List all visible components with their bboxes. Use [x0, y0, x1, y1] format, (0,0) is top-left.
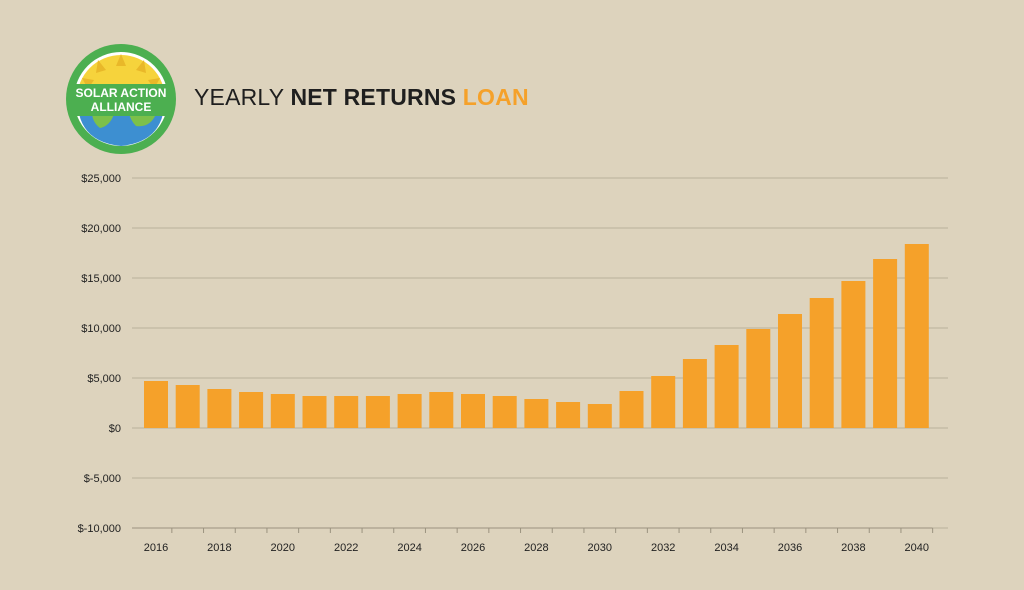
bar-2020 [270, 394, 295, 428]
y-tick-label: $20,000 [81, 223, 121, 235]
x-tick-label: 2030 [588, 542, 612, 554]
bar-2036 [778, 314, 802, 428]
title-part-yearly: YEARLY [194, 84, 291, 110]
bar-2031 [619, 391, 644, 428]
x-tick-label: 2018 [207, 542, 231, 554]
bar-2027 [492, 396, 517, 428]
x-tick-label: 2020 [271, 542, 295, 554]
y-tick-label: $10,000 [81, 323, 121, 335]
bar-2035 [746, 329, 771, 428]
x-tick-label: 2032 [651, 542, 675, 554]
bar-2030 [587, 404, 612, 428]
y-tick-label: $-10,000 [78, 523, 121, 535]
x-tick-label: 2024 [397, 542, 421, 554]
x-axis: 2016 2018 2020 2022 2024 2026 2028 2030 2032 2034… [132, 527, 934, 554]
bar-2029 [556, 402, 581, 428]
y-tick-label: $0 [109, 423, 121, 435]
bar-2022 [334, 396, 359, 428]
bar-2026 [461, 394, 485, 428]
y-tick-label: $5,000 [87, 373, 121, 385]
logo-text-line1: SOLAR ACTION [76, 86, 167, 100]
bar-2023 [365, 396, 390, 428]
solar-action-alliance-logo: SOLAR ACTION ALLIANCE [66, 44, 176, 154]
x-tick-label: 2028 [524, 542, 548, 554]
bar-2021 [302, 396, 327, 428]
x-tick-label: 2040 [905, 542, 929, 554]
bar-series [144, 244, 929, 428]
bar-2033 [682, 359, 707, 428]
logo-text-line2: ALLIANCE [91, 100, 152, 114]
chart-title: YEARLY NET RETURNS LOAN [194, 84, 529, 111]
x-tick-label: 2016 [144, 542, 168, 554]
bar-2039 [873, 259, 898, 428]
bar-2025 [429, 392, 454, 428]
bar-2017 [175, 385, 200, 428]
y-tick-label: $-5,000 [84, 473, 121, 485]
bar-2016 [144, 381, 168, 428]
title-part-net-returns: NET RETURNS [290, 84, 457, 110]
bar-2019 [239, 392, 264, 428]
bar-2024 [397, 394, 422, 428]
bar-2032 [651, 376, 676, 428]
bar-2038 [841, 281, 866, 428]
bar-2028 [524, 399, 549, 428]
bar-2037 [809, 298, 834, 428]
bar-2018 [207, 389, 232, 428]
x-tick-label: 2034 [714, 542, 738, 554]
logo-banner [72, 84, 170, 116]
bar-2034 [714, 345, 739, 428]
x-tick-label: 2036 [778, 542, 802, 554]
x-tick-label: 2022 [334, 542, 358, 554]
bar-2040 [904, 244, 929, 428]
x-tick-label: 2038 [841, 542, 865, 554]
x-tick-label: 2026 [461, 542, 485, 554]
title-part-loan: LOAN [456, 84, 529, 110]
y-tick-label: $15,000 [81, 273, 121, 285]
y-tick-label: $25,000 [81, 173, 121, 185]
y-axis: $25,000 $20,000 $15,000 $10,000 $5,000 $0 $-5,… [78, 173, 121, 535]
